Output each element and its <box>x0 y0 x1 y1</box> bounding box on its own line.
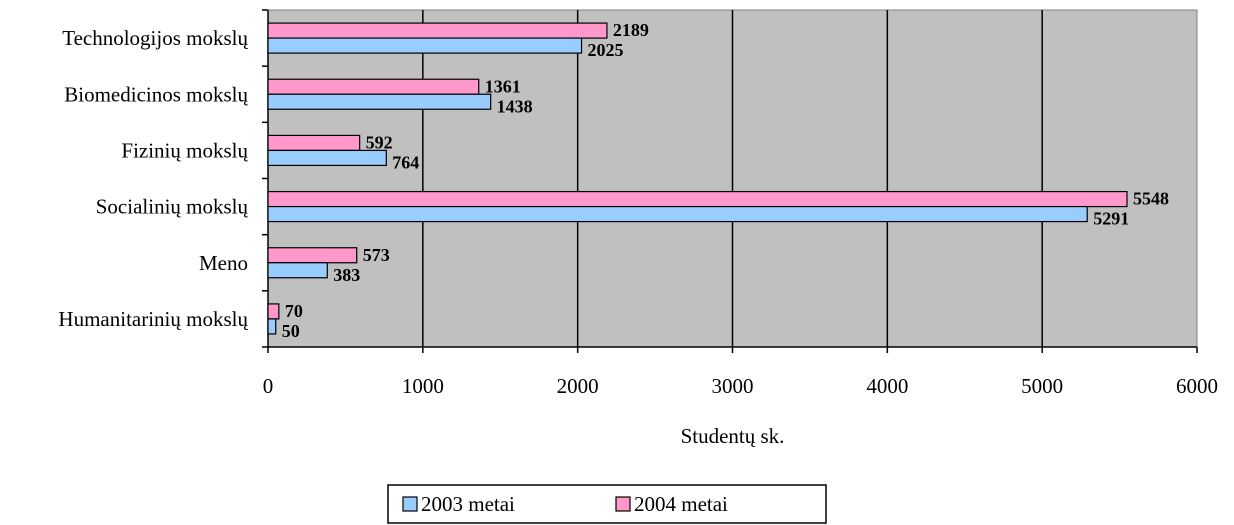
data-label: 50 <box>282 321 300 341</box>
x-tick-label: 3000 <box>712 374 754 398</box>
legend-swatch-2003 <box>402 496 418 512</box>
bar-2004 <box>267 303 280 320</box>
legend-label: 2004 metai <box>634 492 728 516</box>
legend-swatch-2004 <box>615 496 631 512</box>
data-label: 592 <box>366 132 393 152</box>
data-label: 5291 <box>1093 209 1129 229</box>
data-label: 2025 <box>588 40 624 60</box>
x-tick-label: 1000 <box>402 374 444 398</box>
bar-2004 <box>267 22 608 39</box>
bar-2004 <box>267 78 480 95</box>
category-label: Meno <box>199 251 248 275</box>
category-label: Fizinių mokslų <box>121 138 248 162</box>
data-label: 764 <box>392 152 419 172</box>
data-label: 5548 <box>1133 189 1169 209</box>
bar-2004 <box>267 190 1128 208</box>
legend-box <box>387 484 827 524</box>
bar-2004 <box>267 247 358 264</box>
data-label: 1438 <box>497 96 533 116</box>
x-tick-label: 5000 <box>1021 374 1063 398</box>
category-label: Biomedicinos mokslų <box>64 82 248 106</box>
x-tick-label: 2000 <box>557 374 599 398</box>
category-label: Technologijos mokslų <box>62 26 248 50</box>
data-label: 383 <box>333 265 360 285</box>
bar-2003 <box>267 93 492 110</box>
data-label: 2189 <box>613 20 649 40</box>
x-tick-label: 0 <box>263 374 274 398</box>
data-label: 70 <box>285 301 303 321</box>
bar-2003 <box>267 149 387 167</box>
x-tick-label: 6000 <box>1176 374 1218 398</box>
category-label: Humanitarinių mokslų <box>58 307 248 331</box>
data-label: 573 <box>363 245 390 265</box>
x-tick-label: 4000 <box>866 374 908 398</box>
legend-label: 2003 metai <box>421 492 515 516</box>
data-label: 1361 <box>485 76 521 96</box>
category-label: Socialinių mokslų <box>96 195 249 219</box>
bar-2003 <box>267 318 277 335</box>
bar-2003 <box>267 262 328 279</box>
bar-2003 <box>267 37 583 54</box>
x-axis-title: Studentų sk. <box>681 424 785 448</box>
bar-2004 <box>267 134 361 152</box>
bar-2003 <box>267 205 1088 223</box>
